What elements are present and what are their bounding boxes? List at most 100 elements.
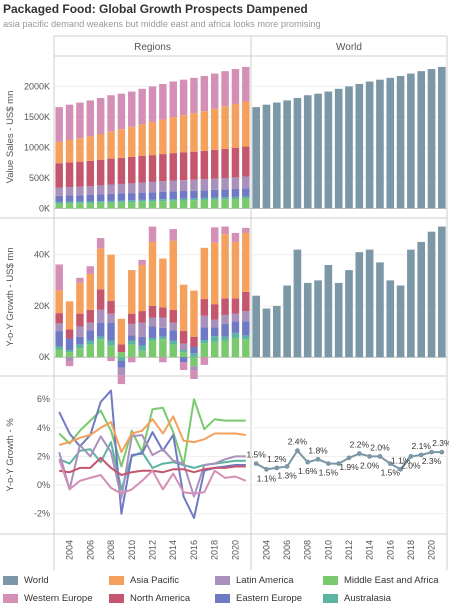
bar-latin-america	[242, 176, 250, 189]
bar-australasia	[96, 336, 105, 340]
bar-middle-east-and-africa	[190, 357, 198, 367]
legend-label-australasia: Australasia	[344, 593, 391, 604]
bar-western-europe	[159, 357, 167, 363]
bar-north-america	[86, 160, 95, 187]
bar-latin-america	[210, 178, 219, 190]
bar-north-america	[242, 146, 250, 177]
bar-north-america	[55, 313, 63, 324]
bar-world	[262, 308, 271, 358]
legend-item-north-america[interactable]: North America	[109, 593, 190, 604]
bar-asia-pacific	[107, 254, 115, 301]
bar-australasia	[55, 346, 63, 350]
bar-middle-east-and-africa	[148, 201, 157, 209]
bar-north-america	[242, 291, 250, 312]
bar-australasia	[159, 199, 167, 202]
chart-canvas: Regions World 0K 500K 1000K 1500K 2000K Value S…	[0, 35, 449, 570]
line-asia-pacific	[58, 415, 246, 454]
bar-eastern-europe	[210, 189, 219, 198]
bar-australasia	[148, 199, 157, 202]
bar-latin-america	[65, 187, 74, 196]
legend-item-western-europe[interactable]: Western Europe	[3, 593, 92, 604]
bar-western-europe	[242, 66, 250, 102]
point-world	[429, 449, 434, 455]
yoy-ytick-label: 20K	[34, 301, 50, 311]
bar-australasia	[200, 340, 209, 344]
bar-world	[427, 231, 436, 358]
bar-north-america	[231, 298, 240, 314]
bar-western-europe	[179, 362, 188, 370]
point-world	[336, 461, 342, 466]
bar-western-europe	[117, 93, 126, 130]
bar-world	[355, 83, 364, 209]
bar-asia-pacific	[242, 101, 250, 147]
bar-latin-america	[76, 326, 84, 337]
bar-north-america	[221, 148, 229, 178]
bar-world	[283, 285, 291, 358]
bar-north-america	[55, 163, 63, 188]
bar-western-europe	[117, 375, 126, 385]
point-world	[305, 459, 311, 465]
bar-eastern-europe	[221, 323, 229, 337]
bar-eastern-europe	[128, 335, 136, 341]
data-label-world: 2.3%	[422, 456, 442, 466]
data-label-world: 1.3%	[277, 470, 297, 480]
bar-asia-pacific	[242, 232, 250, 292]
bar-australasia	[179, 198, 188, 201]
bar-middle-east-and-africa	[159, 201, 167, 209]
legend-item-latin-america[interactable]: Latin America	[215, 575, 294, 586]
pct-ytick-label: 6%	[37, 394, 50, 404]
bar-north-america	[148, 305, 157, 318]
line-western-europe	[58, 458, 247, 495]
bar-australasia	[190, 198, 198, 201]
bar-australasia	[107, 340, 115, 346]
bar-eastern-europe	[138, 336, 146, 346]
data-label-world: 1.2%	[267, 454, 287, 464]
bar-australasia	[96, 201, 105, 203]
xtick-label: 2006	[282, 540, 292, 560]
legend-item-australasia[interactable]: Australasia	[323, 593, 391, 604]
bar-latin-america	[148, 317, 157, 327]
bar-middle-east-and-africa	[221, 199, 229, 209]
bar-australasia	[221, 197, 229, 200]
bar-eastern-europe	[86, 194, 95, 202]
bar-eastern-europe	[169, 191, 177, 199]
bar-asia-pacific	[117, 129, 126, 158]
data-label-world: 1.5%	[246, 450, 266, 460]
bar-latin-america	[169, 322, 177, 331]
bar-australasia	[138, 199, 146, 202]
bar-latin-america	[221, 314, 229, 324]
legend-item-world[interactable]: World	[3, 575, 49, 586]
bar-western-europe	[107, 95, 115, 132]
data-label-world: 2.0%	[360, 460, 380, 470]
bar-latin-america	[138, 182, 146, 193]
bar-australasia	[231, 332, 240, 338]
chart-subtitle: asia pacific demand weakens but middle e…	[3, 19, 321, 29]
bar-australasia	[210, 336, 219, 342]
legend-swatch-asia-pacific	[109, 576, 124, 585]
bar-asia-pacific	[65, 301, 74, 330]
bar-australasia	[117, 357, 126, 362]
bar-latin-america	[55, 187, 63, 196]
bar-north-america	[96, 289, 105, 310]
bar-middle-east-and-africa	[55, 203, 63, 209]
bar-australasia	[117, 200, 126, 203]
data-label-world: 1.8%	[308, 445, 328, 455]
point-world	[315, 456, 321, 462]
bar-latin-america	[242, 311, 250, 322]
bar-asia-pacific	[138, 264, 146, 312]
yoy-ytick-label: 40K	[34, 250, 50, 260]
bar-latin-america	[138, 322, 146, 337]
legend-item-asia-pacific[interactable]: Asia Pacific	[109, 575, 179, 586]
bar-middle-east-and-africa	[231, 199, 240, 209]
bar-middle-east-and-africa	[179, 200, 188, 209]
point-world	[346, 455, 352, 461]
bar-western-europe	[65, 361, 74, 367]
bar-asia-pacific	[221, 106, 229, 149]
bar-latin-america	[190, 366, 198, 370]
xtick-label: 2018	[210, 540, 220, 560]
legend-item-middle-east-and-africa[interactable]: Middle East and Africa	[323, 575, 439, 586]
bar-western-europe	[200, 76, 209, 112]
bar-western-europe	[221, 226, 229, 235]
bar-eastern-europe	[169, 330, 177, 341]
legend-item-eastern-europe[interactable]: Eastern Europe	[215, 593, 302, 604]
